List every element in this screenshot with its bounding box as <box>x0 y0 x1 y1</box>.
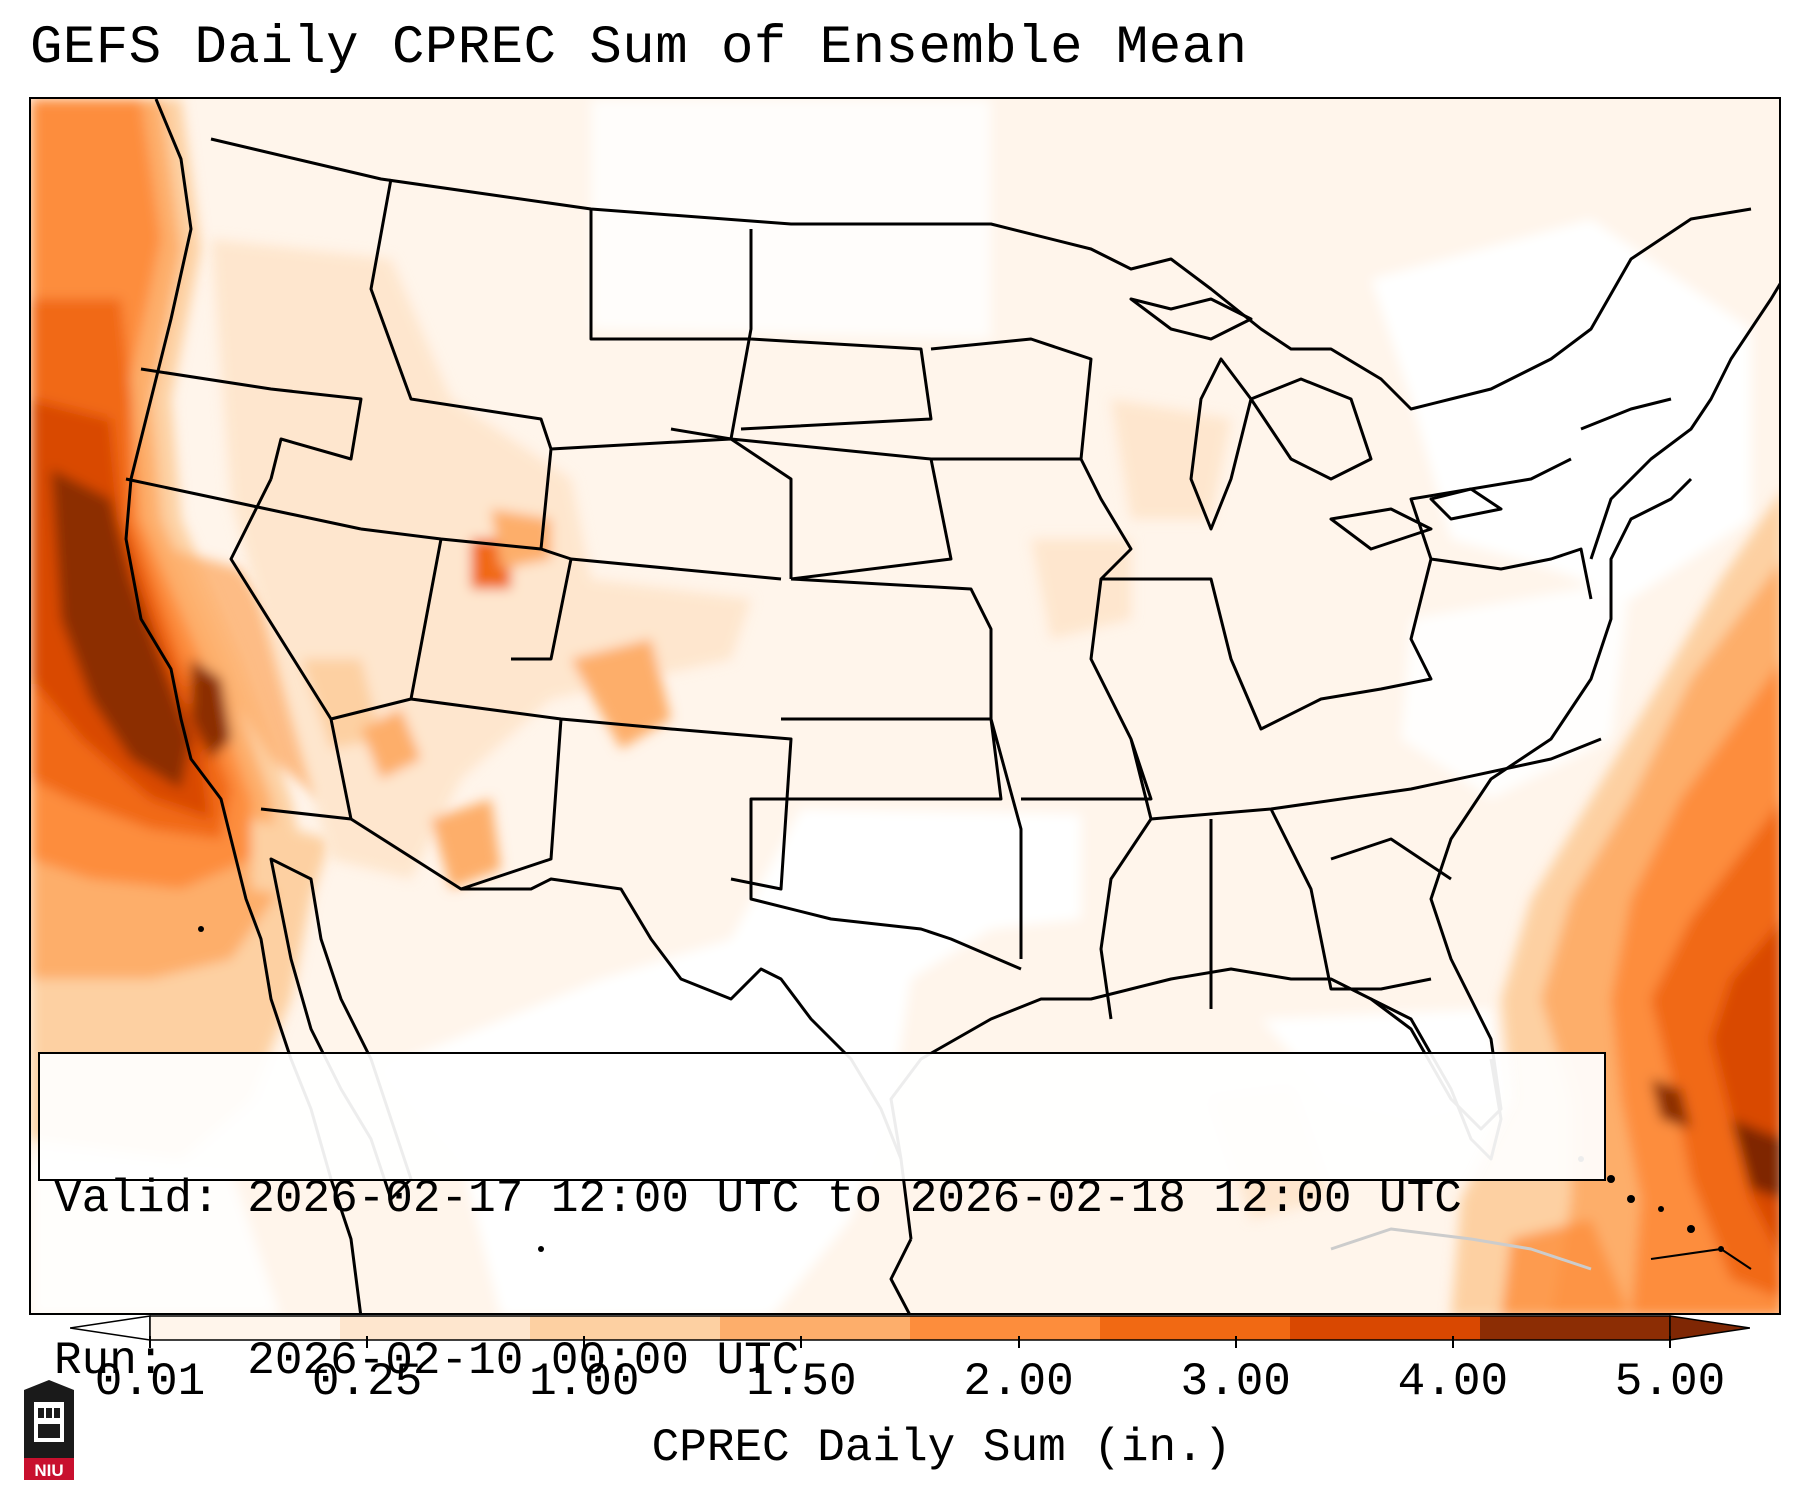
canada-border <box>210 137 1752 411</box>
northeast-coast <box>1589 282 1779 560</box>
run-time-line: Run: 2026-02-10 00:00 UTC <box>54 1334 1590 1388</box>
colorbar-tick-label: 4.00 <box>1397 1356 1509 1408</box>
mexico-border <box>260 807 903 1160</box>
run-time-value: 2026-02-10 00:00 UTC <box>247 1335 800 1387</box>
colorbar-tick-mark <box>800 1336 803 1348</box>
colorbar-segment <box>340 1316 531 1340</box>
valid-time-line: Valid: 2026-02-17 12:00 UTC to 2026-02-1… <box>54 1172 1590 1226</box>
precip-field-interior <box>211 239 1331 1219</box>
colorbar-tick-label: 1.00 <box>529 1356 640 1408</box>
colorbar-tick-label: 3.00 <box>1180 1356 1291 1408</box>
valid-time-value: 2026-02-17 12:00 UTC to 2026-02-18 12:00… <box>247 1173 1462 1225</box>
colorbar-tick-label: 0.25 <box>311 1356 423 1408</box>
colorbar-segment <box>530 1316 721 1340</box>
colorbar-tick-mark <box>1669 1336 1671 1348</box>
colorbar-segment <box>1290 1316 1481 1340</box>
niu-logo-text: NIU <box>34 1461 63 1480</box>
run-label: Run: <box>54 1335 165 1387</box>
colorbar-under-triangle <box>70 1315 151 1341</box>
validity-info-box: Valid: 2026-02-17 12:00 UTC to 2026-02-1… <box>38 1052 1606 1387</box>
map-title: GEFS Daily CPREC Sum of Ensemble Mean <box>30 18 1248 79</box>
colorbar-segment <box>1480 1316 1671 1340</box>
colorbar-segments <box>149 1315 1671 1341</box>
colorbar-tick-label: 5.00 <box>1614 1356 1726 1408</box>
mexico-east-coast <box>889 1238 913 1313</box>
precip-field-light <box>31 99 1751 1313</box>
colorbar-tick-mark <box>149 1336 151 1348</box>
colorbar-segment <box>720 1316 911 1340</box>
colorbar-tick-label: 0.01 <box>94 1356 206 1408</box>
colorbar-tick-mark <box>1451 1336 1454 1348</box>
caribbean-islands <box>198 926 1724 1252</box>
colorbar-tick-label: 1.50 <box>746 1356 857 1408</box>
colorbar-tick-mark <box>583 1336 586 1348</box>
niu-logo: NIU <box>24 1380 74 1480</box>
valid-label: Valid: <box>54 1173 220 1225</box>
colorbar-segment <box>150 1316 341 1340</box>
colorbar-tick-label: 2.00 <box>963 1356 1074 1408</box>
colorbar-segment <box>1100 1316 1291 1340</box>
great-lakes <box>1129 297 1503 551</box>
map-outlines <box>124 99 1779 1313</box>
colorbar-tick-mark <box>1234 1336 1237 1348</box>
colorbar <box>70 1315 1750 1341</box>
colorbar-tick-mark <box>1017 1336 1020 1348</box>
colorbar-tick-mark <box>366 1336 369 1348</box>
cuba <box>1330 1227 1592 1271</box>
colorbar-title: CPREC Daily Sum (in.) <box>651 1422 1232 1474</box>
colorbar-over-triangle <box>1669 1315 1750 1341</box>
colorbar-segment <box>910 1316 1101 1340</box>
